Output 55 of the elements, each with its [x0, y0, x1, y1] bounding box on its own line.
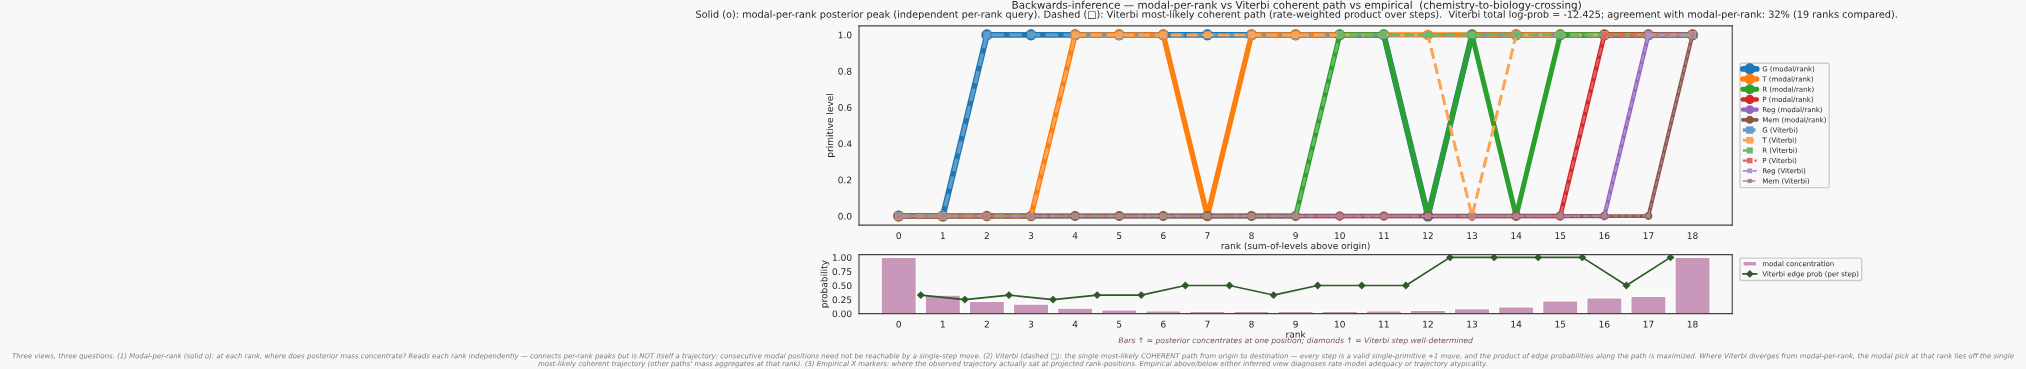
x-tick-label: 0	[896, 320, 901, 328]
x-tick-label: 12	[1423, 232, 1433, 239]
y-axis-title: probability	[820, 260, 830, 308]
x-tick-label: 4	[1072, 320, 1078, 328]
x-tick-label: 17	[1643, 320, 1654, 328]
x-tick-label: 8	[1249, 320, 1254, 328]
x-tick-label: 9	[1293, 232, 1298, 240]
chart-title: Backwards-inference — modal-per-rank vs Viterbi coherent path vs empirical (chemistry-to-biology-crossing)	[1012, 0, 1581, 11]
y-tick-label: 0.8	[838, 67, 852, 75]
y-tick-label: 0.0	[838, 212, 852, 220]
y-tick-label: 0.25	[832, 296, 852, 304]
x-tick-label: 16	[1599, 232, 1610, 240]
x-tick-label: 7	[1205, 232, 1210, 239]
x-tick-label: 3	[1028, 320, 1034, 328]
x-tick-label: 13	[1467, 320, 1478, 328]
x-tick-label: 14	[1511, 232, 1522, 239]
x-tick-label: 5	[1117, 232, 1122, 240]
y-tick-label: 0.6	[838, 104, 852, 111]
x-tick-label: 14	[1511, 320, 1522, 328]
x-tick-label: 17	[1643, 232, 1654, 239]
y-axis-title: primitive level	[826, 94, 835, 157]
x-tick-label: 16	[1599, 320, 1610, 328]
x-tick-label: 1	[940, 320, 945, 328]
y-tick-label: 1.00	[832, 254, 852, 261]
x-tick-label: 6	[1161, 232, 1166, 240]
x-tick-label: 10	[1334, 320, 1345, 328]
y-tick-label: 0.00	[832, 310, 852, 318]
x-axis-title: rank (sum-of-levels above origin)	[1221, 242, 1370, 251]
x-tick-label: 15	[1555, 232, 1566, 240]
x-tick-label: 8	[1249, 232, 1254, 240]
x-tick-label: 2	[984, 232, 989, 239]
x-tick-label: 7	[1205, 320, 1210, 328]
x-axis-title: rank	[1286, 330, 1306, 338]
y-tick-label: 0.75	[832, 268, 852, 276]
x-tick-label: 11	[1379, 232, 1389, 239]
y-tick-label: 0.50	[832, 282, 852, 290]
x-tick-label: 1	[940, 232, 945, 239]
x-tick-label: 2	[984, 320, 989, 328]
x-tick-label: 3	[1028, 232, 1034, 240]
x-tick-label: 13	[1467, 232, 1478, 240]
x-tick-label: 11	[1379, 320, 1389, 328]
x-tick-label: 4	[1072, 232, 1078, 239]
x-tick-label: 6	[1161, 320, 1166, 328]
x-tick-label: 12	[1423, 320, 1433, 328]
chart-subtitle: Solid (o): modal-per-rank posterior peak (independent per-rank query). Dashed (□): Viterbi most-likely coherent path (rate-weighted product over steps). Viterbi total log-prob = -12.425; agreement with modal-per-rank: 32% (19 ranks compared).	[696, 10, 1897, 20]
y-tick-label: 0.2	[838, 176, 852, 184]
x-tick-label: 18	[1687, 232, 1698, 240]
x-tick-label: 0	[896, 232, 901, 240]
x-tick-label: 15	[1555, 320, 1566, 328]
x-tick-label: 10	[1334, 232, 1345, 240]
y-tick-label: 1.0	[838, 31, 852, 39]
x-tick-label: 18	[1687, 320, 1698, 328]
x-tick-label: 5	[1117, 320, 1122, 328]
x-tick-label: 9	[1293, 320, 1298, 328]
y-tick-label: 0.4	[838, 140, 852, 148]
